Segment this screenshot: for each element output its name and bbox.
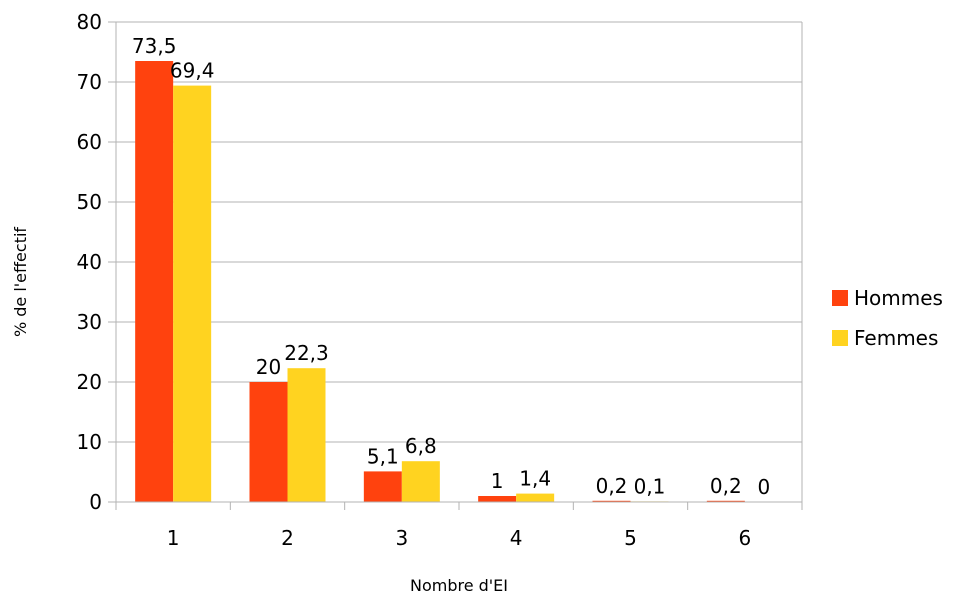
data-label: 20	[256, 355, 281, 379]
legend: Hommes Femmes	[832, 286, 943, 350]
y-tick-label: 40	[77, 250, 102, 274]
x-axis-title: Nombre d'EI	[410, 576, 508, 595]
axes	[108, 21, 803, 510]
grid-lines	[116, 21, 802, 503]
data-label: 69,4	[170, 59, 215, 83]
data-labels: 73,5 20 5,1 1 0,2 0,2 69,4 22,3 6,8 1,4 0,1 0	[116, 34, 802, 503]
y-tick-label: 50	[77, 190, 102, 214]
bar-femmes-4	[516, 493, 555, 502]
bars	[135, 61, 745, 502]
bar-hommes-6	[706, 500, 745, 502]
bar-hommes-1	[135, 61, 174, 502]
data-label: 6,8	[405, 434, 437, 458]
x-tick-label: 5	[624, 526, 637, 550]
bar-femmes-3	[401, 461, 440, 502]
x-tick-label: 3	[395, 526, 408, 550]
x-tick-label: 6	[738, 526, 751, 550]
data-label: 22,3	[284, 341, 329, 365]
y-tick-label: 60	[77, 130, 102, 154]
x-tick-label: 2	[281, 526, 294, 550]
bar-hommes-5	[592, 500, 631, 502]
data-label: 0	[757, 475, 770, 499]
bar-hommes-4	[478, 496, 517, 502]
data-label: 0,2	[710, 474, 742, 498]
data-label: 73,5	[132, 34, 177, 58]
data-label: 0,1	[634, 474, 666, 498]
bar-femmes-2	[287, 368, 326, 502]
legend-label-hommes: Hommes	[854, 286, 943, 310]
legend-swatch-femmes	[832, 330, 848, 346]
y-tick-label: 70	[77, 70, 102, 94]
bar-hommes-3	[363, 471, 402, 502]
data-label: 1,4	[519, 467, 551, 491]
x-tick-label: 4	[510, 526, 523, 550]
y-axis-title: % de l'effectif	[11, 227, 30, 337]
y-tick-label: 80	[77, 10, 102, 34]
bar-hommes-2	[249, 382, 288, 502]
data-label: 5,1	[367, 444, 399, 468]
y-tick-label: 20	[77, 370, 102, 394]
y-tick-label: 0	[89, 490, 102, 514]
y-tick-label: 30	[77, 310, 102, 334]
legend-swatch-hommes	[832, 290, 848, 306]
data-label: 1	[491, 469, 504, 493]
bar-femmes-1	[173, 85, 212, 502]
tick-labels: 0 10 20 30 40 50 60 70 80 1 2 3 4 5 6	[77, 10, 752, 550]
data-label: 0,2	[596, 474, 628, 498]
y-tick-label: 10	[77, 430, 102, 454]
legend-label-femmes: Femmes	[854, 326, 938, 350]
x-tick-label: 1	[167, 526, 180, 550]
